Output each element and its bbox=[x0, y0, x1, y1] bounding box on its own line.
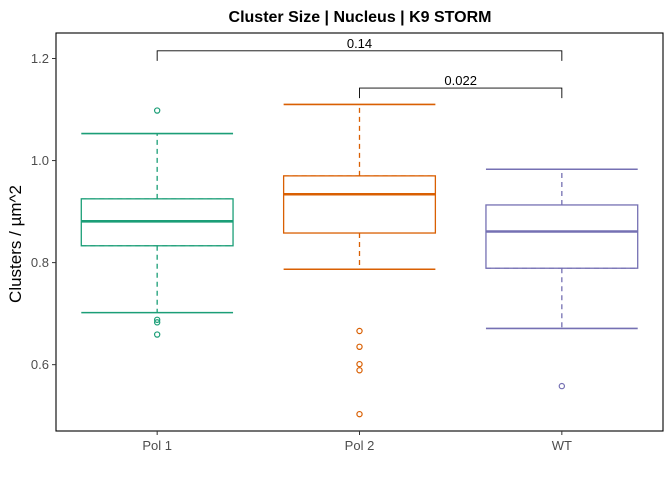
iqr-box bbox=[282, 175, 437, 234]
outlier-point bbox=[153, 107, 161, 114]
bracket-line bbox=[156, 50, 563, 61]
y-tick-label: 0.8 bbox=[31, 255, 49, 270]
y-tick-label: 0.6 bbox=[31, 357, 49, 372]
outlier-point bbox=[558, 382, 566, 390]
chart-title: Cluster Size | Nucleus | K9 STORM bbox=[229, 9, 492, 26]
y-axis-title: Clusters / µm^2 bbox=[6, 185, 25, 303]
outlier-point bbox=[153, 331, 161, 338]
iqr-box bbox=[485, 204, 639, 269]
outlier-point bbox=[356, 410, 363, 418]
bracket-line bbox=[359, 87, 563, 99]
significance-bracket: 0.022 bbox=[359, 73, 563, 99]
outlier-point bbox=[356, 343, 363, 351]
outlier-point bbox=[356, 367, 363, 374]
x-tick-label: Pol 1 bbox=[142, 438, 172, 453]
box-wt bbox=[485, 168, 639, 390]
outlier-point bbox=[356, 360, 363, 368]
chart-marks: 0.6 0.8 1.0 1.2 Pol 1 Pol 2 WT 0.14 0.022 bbox=[31, 32, 664, 453]
y-tick-label: 1.0 bbox=[31, 153, 49, 168]
p-value-label: 0.022 bbox=[444, 73, 477, 88]
x-tick-label: WT bbox=[552, 438, 572, 453]
p-value-label: 0.14 bbox=[347, 36, 372, 51]
outlier-point bbox=[356, 327, 363, 335]
outlier-point bbox=[153, 316, 161, 323]
box-pol-2 bbox=[282, 103, 437, 418]
outlier-point bbox=[153, 319, 161, 326]
y-tick-label: 1.2 bbox=[31, 51, 49, 66]
x-tick-label: Pol 2 bbox=[345, 438, 375, 453]
significance-bracket: 0.14 bbox=[156, 36, 563, 61]
box-pol-1 bbox=[80, 107, 234, 338]
